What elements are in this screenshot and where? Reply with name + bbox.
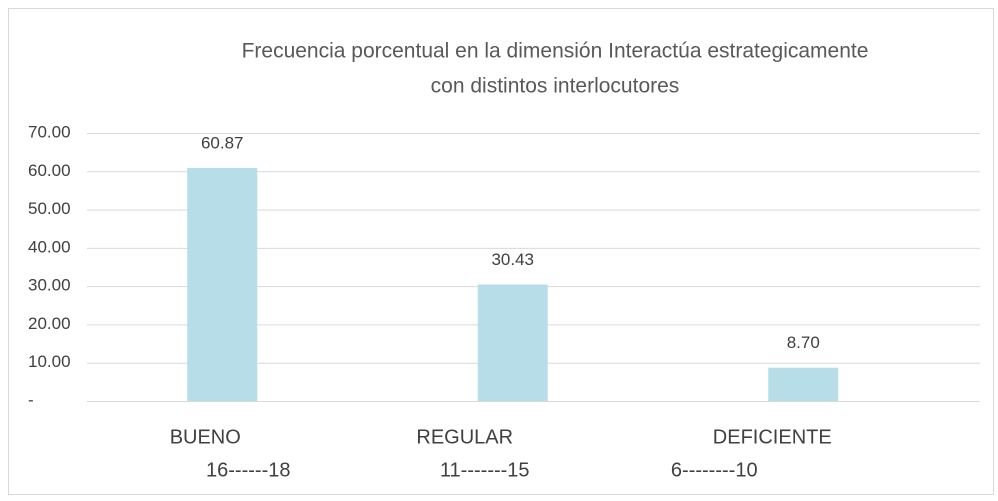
- y-tick-label: 10.00: [28, 352, 71, 371]
- x-tick-label: 16------18: [206, 459, 290, 481]
- y-tick-label: 30.00: [28, 276, 71, 295]
- x-tick-label: BUENO: [170, 426, 241, 448]
- data-label: 8.70: [787, 333, 820, 352]
- y-tick-label: 50.00: [28, 199, 71, 218]
- y-tick-label: 60.00: [28, 161, 71, 180]
- data-label: 30.43: [491, 250, 534, 269]
- y-tick-label: 70.00: [28, 122, 71, 141]
- bar: [187, 167, 258, 401]
- data-label: 60.87: [201, 133, 244, 152]
- x-tick-label: 6--------10: [671, 459, 758, 481]
- y-tick-label: 20.00: [28, 314, 71, 333]
- chart-frame: [8, 8, 994, 495]
- x-tick-label: 11-------15: [440, 459, 530, 481]
- chart-title: con distintos interlocutores: [431, 75, 680, 98]
- x-tick-label: DEFICIENTE: [713, 426, 832, 448]
- bar: [477, 284, 548, 401]
- bar: [768, 367, 839, 401]
- chart-title: Frecuencia porcentual en la dimensión In…: [242, 40, 869, 63]
- x-tick-label: REGULAR: [416, 426, 513, 448]
- y-tick-label: 40.00: [28, 237, 71, 256]
- y-tick-label: -: [28, 390, 34, 409]
